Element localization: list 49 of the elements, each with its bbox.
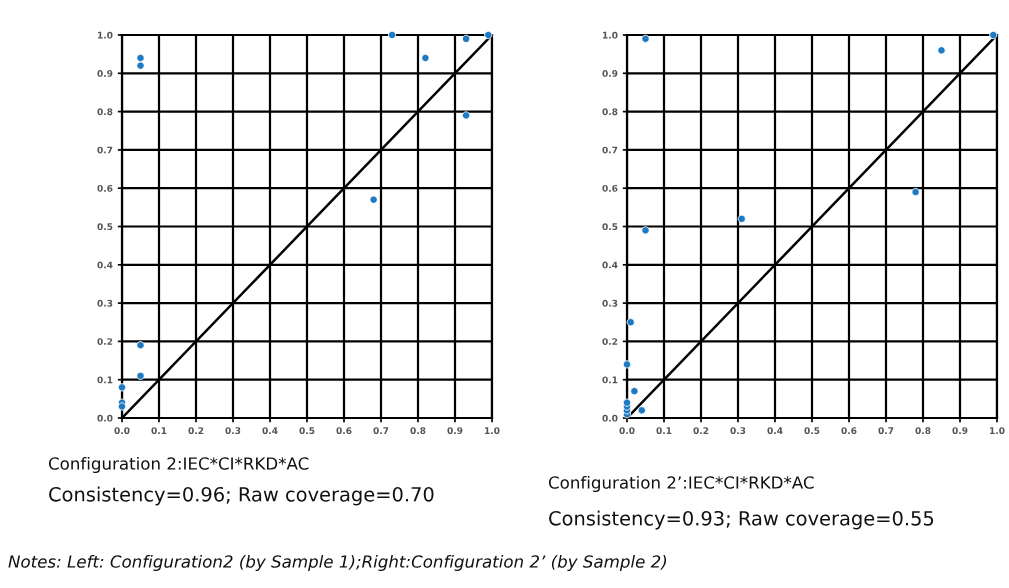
y-tick-label: 0.9 — [97, 70, 113, 77]
y-tick-label: 0.8 — [97, 108, 113, 116]
y-tick-label: 0.4 — [97, 261, 113, 269]
y-tick-label: 0.2 — [602, 338, 618, 345]
y-tick-label: 0.0 — [97, 414, 113, 422]
x-tick-label: 0.1 — [151, 427, 167, 435]
y-tick-label: 1.0 — [603, 31, 618, 39]
x-tick-label: 0.1 — [656, 427, 672, 435]
text: Configuration 2’:IEC*CI*RKD*AC — [548, 475, 814, 493]
x-tick-label: 0.7 — [878, 427, 894, 435]
y-tick-label: 0.7 — [97, 146, 113, 154]
y-tick-label: 0.5 — [97, 223, 113, 231]
x-tick-label: 0.0 — [619, 427, 635, 435]
y-tick-label: 0.0 — [602, 414, 618, 422]
x-tick-label: 1.0 — [990, 427, 1005, 435]
x-tick-label: 0.6 — [336, 427, 352, 435]
x-tick-label: 0.4 — [767, 427, 783, 435]
y-tick-label: 0.5 — [602, 223, 618, 231]
x-tick-label: 0.8 — [410, 427, 426, 435]
x-tick-label: 0.2 — [188, 427, 204, 435]
x-tick-label: 0.4 — [262, 427, 278, 435]
x-tick-label: 0.3 — [730, 427, 746, 435]
y-tick-label: 0.7 — [602, 146, 618, 154]
x-tick-label: 0.6 — [841, 427, 857, 435]
x-tick-label: 0.9 — [952, 427, 968, 435]
x-tick-label: 0.0 — [114, 427, 130, 435]
text: Notes: Left: Configuration2 (by Sample 1);Right:Configuration 2’ (by Sample 2) — [8, 554, 667, 572]
y-tick-label: 0.6 — [602, 184, 618, 192]
y-tick-label: 0.8 — [602, 108, 618, 116]
y-tick-label: 1.0 — [98, 31, 113, 39]
x-tick-label: 0.5 — [804, 427, 820, 435]
y-tick-label: 0.1 — [97, 376, 113, 384]
y-tick-label: 0.2 — [97, 338, 113, 345]
x-tick-label: 0.8 — [915, 427, 931, 435]
text: Configuration 2:IEC*CI*RKD*AC — [48, 456, 309, 474]
text: Consistency=0.93; Raw coverage=0.55 — [549, 510, 934, 530]
y-tick-label: 0.6 — [97, 184, 113, 192]
x-tick-label: 0.3 — [225, 427, 241, 435]
y-tick-label: 0.4 — [602, 261, 618, 269]
x-tick-label: 0.2 — [693, 427, 709, 435]
x-tick-label: 0.5 — [299, 427, 315, 435]
y-tick-label: 0.1 — [602, 376, 618, 384]
x-tick-label: 0.7 — [373, 427, 389, 435]
x-tick-label: 1.0 — [485, 427, 500, 435]
y-tick-label: 0.9 — [602, 70, 618, 77]
x-tick-label: 0.9 — [447, 427, 463, 435]
y-tick-label: 0.3 — [602, 299, 618, 307]
text: Consistency=0.96; Raw coverage=0.70 — [49, 486, 434, 506]
y-tick-label: 0.3 — [97, 299, 113, 307]
